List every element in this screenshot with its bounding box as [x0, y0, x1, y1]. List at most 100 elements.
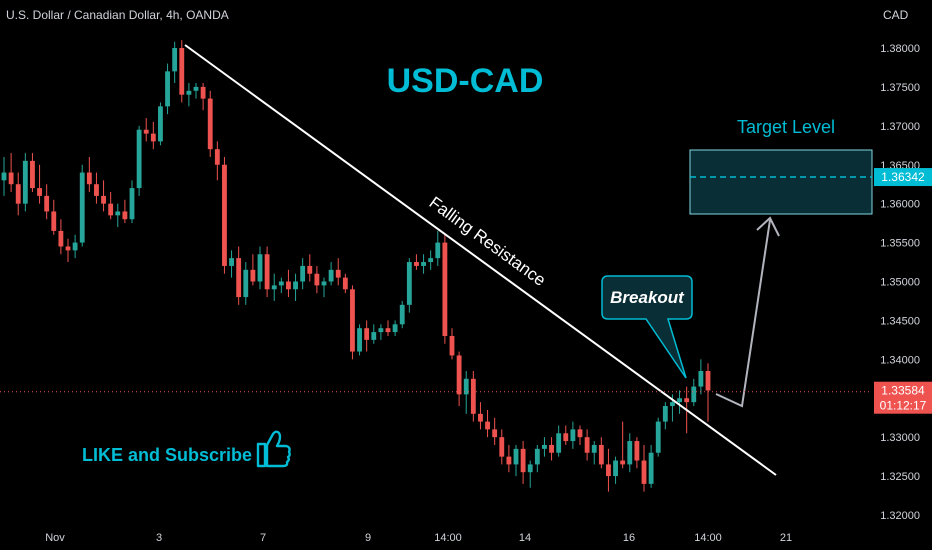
candle-body [15, 184, 21, 204]
y-tick-label: 1.35000 [880, 277, 920, 289]
candle-body [229, 258, 234, 266]
candle-body [293, 281, 298, 290]
candle-body [79, 172, 85, 243]
candle-body [499, 437, 505, 457]
candle-body [264, 254, 270, 290]
candle-body [94, 184, 99, 196]
candles-group [1, 40, 711, 492]
candle-body [556, 433, 562, 453]
candle-body [278, 281, 284, 286]
candle-body [72, 242, 78, 251]
candle-body [108, 203, 114, 216]
candle-body [684, 398, 690, 403]
candle-body [591, 444, 597, 453]
candle-body [655, 421, 661, 453]
candle-body [150, 133, 156, 142]
y-tick-label: 1.37500 [880, 82, 920, 94]
candle-body [606, 464, 611, 477]
candle-body [549, 444, 554, 453]
currency-label: CAD [883, 8, 909, 22]
x-tick-label: Nov [45, 532, 65, 544]
y-tick-label: 1.38000 [880, 43, 920, 55]
candle-body [37, 188, 42, 196]
candle-body [406, 262, 412, 305]
falling-resistance-line [184, 44, 777, 476]
candle-body [22, 160, 28, 204]
candle-body [456, 355, 462, 395]
candle-body [65, 246, 71, 251]
price-axis: 1.380001.375001.370001.365001.360001.355… [880, 43, 920, 522]
candle-body [193, 86, 199, 91]
candle-body [371, 332, 377, 340]
price-label-target: 1.36342 [874, 168, 932, 187]
pair-label: USD-CAD [387, 62, 544, 100]
candle-body [307, 265, 313, 274]
candle-body [428, 258, 434, 263]
candle-body [698, 371, 704, 387]
breakout-label: Breakout [610, 288, 685, 307]
candle-body [570, 429, 576, 442]
countdown-text: 01:12:17 [880, 399, 927, 413]
candle-body [378, 328, 384, 333]
candle-body [136, 129, 142, 189]
time-axis: Nov 3 7 9 14:00 14 16 14:00 21 [45, 532, 792, 544]
candle-body [236, 258, 242, 298]
target-price-text: 1.36342 [881, 170, 925, 184]
target-zone [689, 149, 873, 215]
candle-body [577, 429, 583, 438]
y-tick-label: 1.35500 [880, 238, 920, 250]
x-tick-label: 3 [156, 532, 162, 544]
candle-body [86, 172, 92, 185]
like-subscribe-label: LIKE and Subscribe [82, 445, 252, 465]
candle-body [563, 433, 569, 442]
x-tick-label: 9 [365, 532, 371, 544]
candle-body [392, 324, 398, 333]
candle-body [30, 160, 35, 189]
x-tick-label: 14 [519, 532, 531, 544]
candle-body [1, 172, 7, 181]
candle-body [321, 281, 327, 286]
candle-body [143, 129, 149, 134]
candle-body [58, 230, 64, 247]
candle-body [257, 254, 263, 282]
y-tick-label: 1.34500 [880, 315, 920, 327]
candle-body [172, 48, 178, 72]
candle-body [634, 441, 640, 461]
candle-body [534, 448, 540, 465]
candle-body [463, 378, 469, 395]
candle-body [158, 106, 163, 142]
candle-body [677, 398, 682, 403]
candle-body [513, 448, 519, 465]
candle-body [506, 456, 512, 465]
candle-body [328, 269, 334, 282]
candle-body [51, 211, 57, 231]
y-tick-label: 1.34000 [880, 354, 920, 366]
candle-body [186, 90, 192, 95]
candle-body [243, 269, 249, 298]
candle-body [207, 98, 213, 150]
candle-body [101, 195, 106, 204]
candle-body [179, 48, 185, 95]
candle-body [364, 328, 370, 340]
breakout-callout: Breakout [601, 275, 693, 379]
candle-body [335, 269, 341, 278]
candle-body [300, 265, 306, 282]
thumbs-up-icon [256, 430, 291, 468]
candle-body [222, 164, 227, 266]
candle-body [470, 378, 476, 414]
candle-body [527, 464, 533, 473]
candle-body [542, 444, 547, 449]
candle-body [620, 460, 626, 465]
price-label-current: 1.33584 01:12:17 [874, 381, 932, 414]
x-tick-label: 14:00 [434, 532, 462, 544]
candle-body [584, 437, 590, 453]
y-tick-label: 1.32000 [880, 510, 920, 522]
projection-arrowhead [756, 216, 780, 237]
candle-body [350, 289, 355, 352]
candle-body [399, 304, 405, 325]
y-tick-label: 1.37000 [880, 121, 920, 133]
candle-body [449, 335, 455, 356]
candle-body [414, 262, 419, 266]
